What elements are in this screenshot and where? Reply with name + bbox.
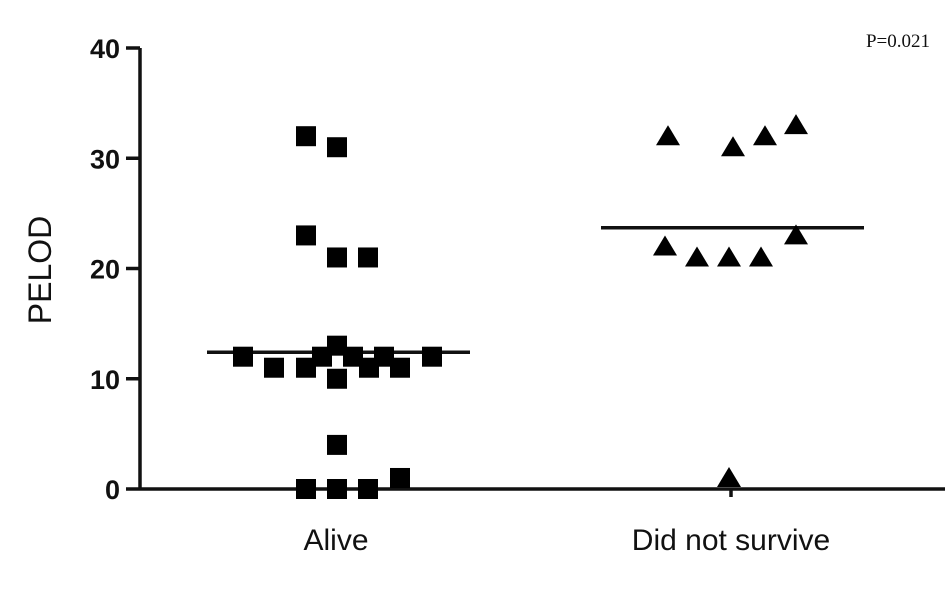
data-point-triangle bbox=[749, 246, 773, 267]
data-point-square bbox=[312, 346, 332, 367]
data-point-square bbox=[422, 346, 442, 367]
data-point-square bbox=[327, 368, 347, 389]
data-point-triangle bbox=[685, 246, 709, 267]
y-tick-label: 0 bbox=[105, 475, 120, 505]
data-point-square bbox=[327, 479, 347, 499]
data-point-square bbox=[296, 225, 316, 246]
data-point-square bbox=[327, 137, 347, 158]
category-label-alive: Alive bbox=[303, 524, 368, 557]
y-tick-label: 40 bbox=[90, 34, 120, 64]
data-point-triangle bbox=[784, 224, 808, 245]
y-tick-label: 20 bbox=[90, 255, 120, 285]
data-point-square bbox=[358, 247, 378, 268]
data-point-triangle bbox=[784, 114, 808, 135]
y-tick-label: 30 bbox=[90, 144, 120, 174]
data-point-square bbox=[390, 357, 410, 378]
data-point-triangle bbox=[653, 235, 677, 256]
data-point-triangle bbox=[753, 125, 777, 146]
data-point-square bbox=[296, 357, 316, 378]
data-point-triangle bbox=[721, 136, 745, 157]
data-point-triangle bbox=[656, 125, 680, 146]
data-point-square bbox=[359, 357, 379, 378]
data-point-square bbox=[233, 346, 253, 367]
data-point-square bbox=[327, 434, 347, 455]
data-point-triangle bbox=[717, 246, 741, 267]
data-point-square bbox=[296, 126, 316, 147]
data-point-square bbox=[343, 346, 363, 367]
data-point-square bbox=[327, 247, 347, 268]
y-tick-label: 10 bbox=[90, 365, 120, 395]
data-point-square bbox=[358, 479, 378, 499]
data-point-square bbox=[296, 479, 316, 499]
data-point-square bbox=[390, 467, 410, 488]
p-value-annotation: P=0.021 bbox=[866, 31, 930, 52]
y-axis-label: PELOD bbox=[22, 216, 58, 324]
data-point-triangle bbox=[717, 466, 741, 487]
category-label-did-not-survive: Did not survive bbox=[632, 524, 830, 557]
data-point-square bbox=[264, 357, 284, 378]
